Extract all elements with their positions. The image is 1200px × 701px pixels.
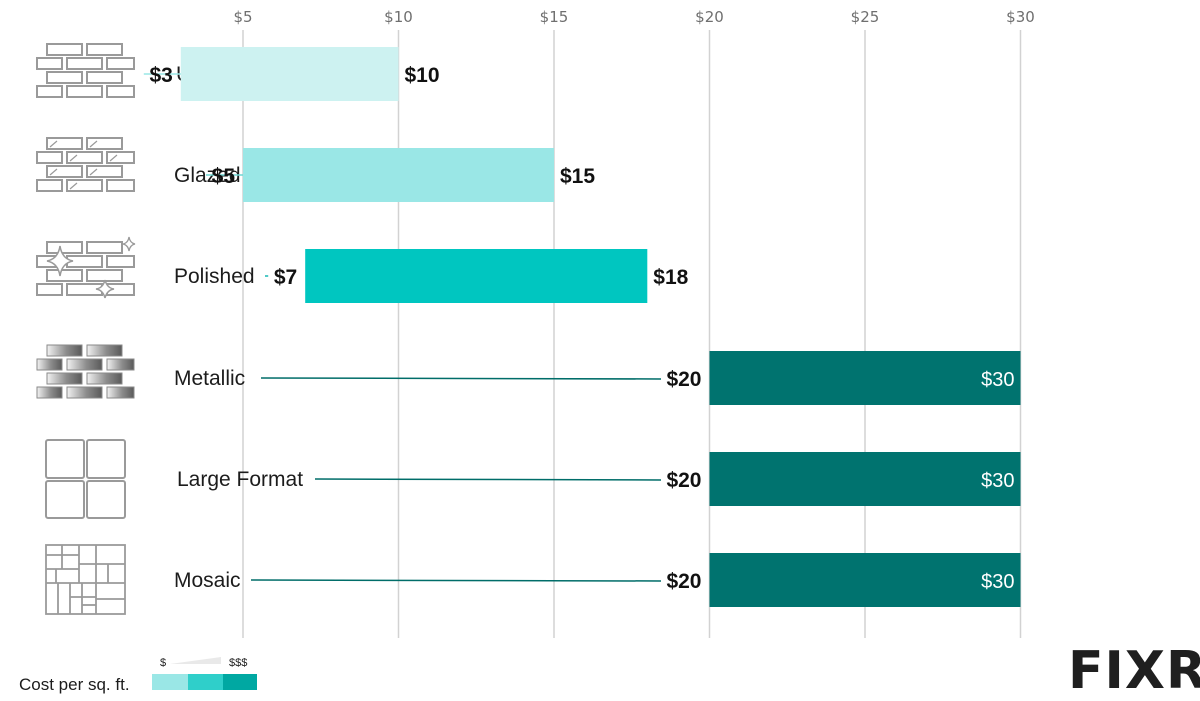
high-value-label: $15 (560, 165, 595, 188)
polished-tile-icon (36, 236, 136, 299)
metallic-tile-icon (36, 344, 135, 399)
connector-line (314, 478, 662, 481)
brick-tile-icon (36, 43, 135, 98)
high-value-label: $10 (405, 64, 440, 87)
range-bar (180, 47, 399, 101)
x-tick-label: $20 (695, 8, 724, 26)
row-glazed: Glazed$5 $15 (174, 148, 595, 202)
glazed-tile-icon (36, 137, 135, 192)
row-unglazed: Unglazed$3$10 (143, 47, 440, 101)
chart-rows: Unglazed$3$10Glazed$5$15Polished$7$18Met… (143, 47, 1021, 607)
range-bar (243, 148, 554, 202)
low-value-label: $20 (666, 469, 701, 492)
fixr-logo-text: FIXR (1068, 641, 1200, 701)
connector-line (260, 377, 662, 380)
high-value-label: $30 (981, 571, 1014, 593)
legend-wedge (170, 657, 221, 664)
x-tick-label: $15 (540, 8, 569, 26)
high-value-label: $30 (981, 369, 1014, 391)
high-value-label: $18 (653, 266, 688, 289)
category-label: Large Format (177, 468, 303, 491)
large-format-tile-icon (45, 439, 126, 519)
legend-swatch-low (152, 674, 188, 690)
legend-high-marker: $$$ (229, 657, 247, 669)
category-label: Metallic (174, 367, 245, 390)
gridlines (242, 30, 1022, 638)
range-bar (709, 553, 1021, 607)
row-large-format: Large Format $20 $30 (177, 452, 1021, 506)
x-axis-ticks: $5 $10 $15 $20 $25 $30 (233, 8, 1034, 26)
low-value-label: $3 (149, 64, 172, 87)
row-mosaic: Mosaic $20 $30 (174, 553, 1021, 607)
range-bar (709, 452, 1021, 506)
x-tick-label: $25 (851, 8, 880, 26)
x-tick-label: $30 (1006, 8, 1035, 26)
tile-icons (36, 43, 136, 615)
connector-line (250, 579, 662, 582)
legend-title: Cost per sq. ft. (19, 675, 130, 694)
low-value-label: $20 (666, 570, 701, 593)
low-value-label: $5 (212, 165, 236, 188)
legend-swatch-high (223, 674, 257, 690)
high-value-label: $30 (981, 470, 1014, 492)
x-tick-label: $5 (233, 8, 252, 26)
range-bar (709, 351, 1021, 405)
range-bar (305, 249, 648, 303)
x-tick-label: $10 (384, 8, 413, 26)
row-metallic: Metallic $20 $30 (174, 351, 1021, 405)
legend-low-marker: $ (160, 657, 166, 669)
fixr-logo: FIXR (1068, 641, 1200, 701)
category-label: Polished (174, 265, 255, 288)
low-value-label: $20 (666, 368, 701, 391)
row-polished: Polished $7 $18 (174, 249, 689, 303)
legend-swatch-mid (188, 674, 223, 690)
legend: Cost per sq. ft. $ $$$ (19, 657, 257, 694)
low-value-label: $7 (274, 266, 297, 289)
category-label: Mosaic (174, 569, 241, 592)
mosaic-tile-icon (45, 544, 126, 615)
